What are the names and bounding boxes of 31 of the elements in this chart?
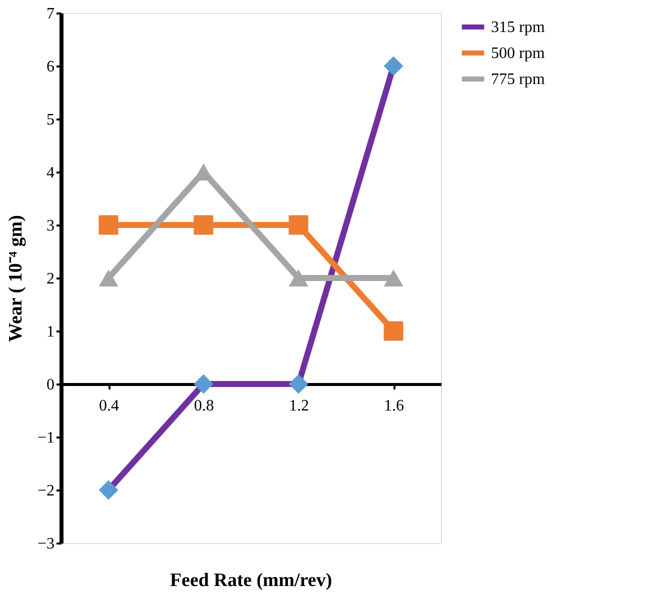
y-axis-title: Wear ( 10⁻⁴ gm)	[5, 215, 26, 342]
legend-label: 315 rpm	[491, 19, 546, 36]
y-tick-label: −1	[37, 430, 54, 446]
point	[384, 321, 404, 341]
point	[194, 215, 214, 235]
y-tick-label: 5	[46, 112, 54, 128]
y-tick-label: 2	[46, 270, 54, 288]
y-tick-label: −3	[37, 536, 54, 552]
point	[384, 270, 404, 286]
point	[288, 270, 308, 286]
x-tick-label: 0.4	[99, 398, 119, 414]
y-tick-label: 6	[46, 58, 54, 76]
point	[288, 374, 308, 394]
point	[384, 56, 404, 76]
point	[194, 374, 214, 394]
point	[288, 215, 308, 235]
y-tick-label: 0	[46, 376, 54, 394]
legend-label: 500 rpm	[491, 45, 546, 62]
y-tick-label: 7	[46, 6, 54, 22]
y-tick-label: 3	[46, 218, 54, 234]
legend-label: 775 rpm	[491, 71, 546, 88]
y-tick-label: 1	[46, 324, 54, 340]
x-tick-label: 0.8	[194, 398, 214, 414]
point	[98, 480, 118, 500]
x-tick-label: 1.6	[384, 398, 404, 414]
point	[98, 270, 118, 286]
y-tick-label: −2	[37, 482, 54, 500]
point	[98, 215, 118, 235]
y-tick-label: 4	[46, 164, 54, 182]
x-tick-label: 1.2	[289, 398, 309, 414]
x-axis-title: Feed Rate (mm/rev)	[170, 570, 332, 591]
